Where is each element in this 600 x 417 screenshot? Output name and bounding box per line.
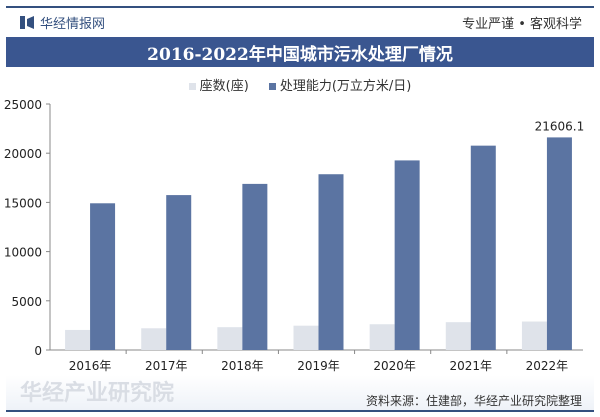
bar-count — [521, 321, 547, 350]
y-tick-label: 25000 — [4, 98, 42, 112]
source-note: 资料来源：住建部，华经产业研究院整理 — [365, 394, 582, 408]
bar-capacity — [242, 183, 268, 350]
x-tick-label: 2019年 — [297, 359, 340, 373]
bottom-divider — [6, 410, 594, 412]
legend-label: 座数(座) — [199, 79, 249, 94]
brand: 华经情报网 — [20, 13, 105, 32]
legend-swatch — [268, 83, 276, 90]
bar-capacity — [470, 145, 496, 350]
bar-capacity — [166, 195, 192, 350]
slogan: 专业严谨 • 客观科学 — [462, 17, 582, 32]
y-tick-label: 15000 — [4, 196, 42, 210]
bar-capacity — [318, 174, 344, 350]
footer-band — [6, 375, 594, 410]
bar-count — [217, 327, 243, 350]
bar-capacity — [546, 137, 572, 350]
bar-count — [141, 328, 167, 350]
watermark: 华经产业研究院 — [20, 381, 175, 406]
brand-logo-icon — [20, 16, 34, 29]
x-tick-label: 2020年 — [373, 359, 416, 373]
legend-label: 处理能力(万立方米/日) — [279, 79, 412, 94]
legend: 座数(座) 处理能力(万立方米/日) — [0, 75, 600, 94]
bar-count — [293, 325, 319, 350]
y-tick-label: 20000 — [4, 147, 42, 161]
bar-count — [445, 322, 471, 350]
legend-item-capacity: 处理能力(万立方米/日) — [268, 75, 412, 94]
bar-capacity — [394, 160, 420, 350]
x-tick-label: 2016年 — [69, 359, 112, 373]
bar-count — [65, 329, 91, 350]
x-tick-label: 2018年 — [221, 359, 264, 373]
legend-swatch — [188, 83, 196, 90]
chart-title: 2016-2022年中国城市污水处理厂情况 — [6, 37, 594, 67]
top-divider — [6, 6, 594, 8]
brand-name: 华经情报网 — [40, 17, 106, 32]
bar-count — [369, 324, 395, 350]
x-tick-label: 2021年 — [450, 359, 493, 373]
x-tick-label: 2017年 — [145, 359, 188, 373]
y-tick-label: 0 — [34, 344, 42, 358]
y-tick-label: 10000 — [4, 246, 42, 260]
x-tick-label: 2022年 — [526, 359, 569, 373]
y-tick-label: 5000 — [11, 295, 42, 309]
legend-item-count: 座数(座) — [188, 75, 249, 94]
bar-capacity — [90, 203, 116, 350]
data-label: 21606.1 — [535, 119, 585, 133]
